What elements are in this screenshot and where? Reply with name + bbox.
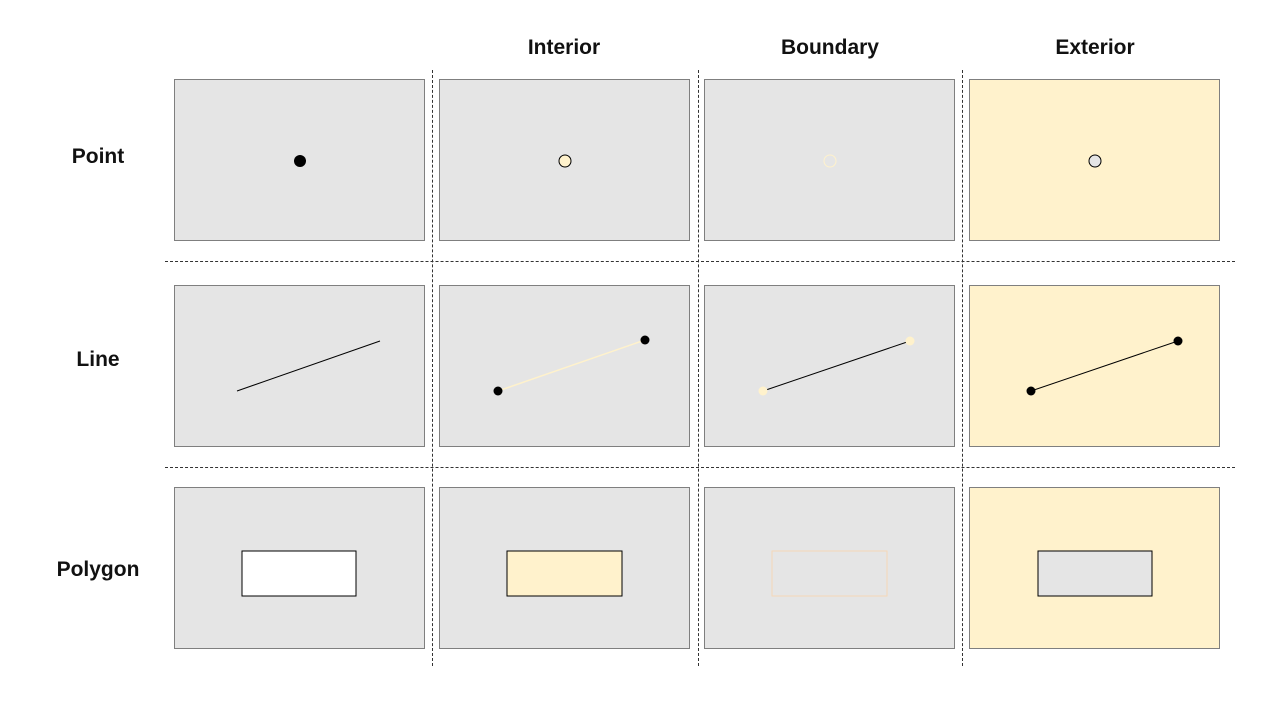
polygon-boundary-figure <box>771 550 888 597</box>
line-boundary-shape <box>762 340 911 392</box>
polygon-boundary-shape <box>771 550 888 597</box>
polygon-shape <box>241 550 357 597</box>
line-boundary-figure <box>758 336 915 396</box>
line-boundary-endpoint-start <box>758 386 768 396</box>
line-shape <box>236 340 381 392</box>
line-geometry-figure <box>236 340 381 392</box>
line-interior-shape <box>497 339 646 392</box>
line-exterior-endpoint-start <box>1026 386 1036 396</box>
polygon-geometry-figure <box>241 550 357 597</box>
panel-point-exterior <box>969 79 1220 241</box>
panel-point-boundary <box>704 79 955 241</box>
panel-polygon-boundary <box>704 487 955 649</box>
polygon-interior-figure <box>506 550 623 597</box>
polygon-exterior-shape <box>1037 550 1153 597</box>
line-endpoint-start <box>493 386 503 396</box>
point-geometry-figure <box>294 155 306 167</box>
line-exterior-figure <box>1026 336 1183 396</box>
point-boundary-shape <box>823 154 837 168</box>
row-header-point: Point <box>71 145 125 168</box>
column-divider <box>698 70 699 666</box>
row-divider <box>165 261 1235 262</box>
panel-polygon-exterior <box>969 487 1220 649</box>
panel-line-exterior <box>969 285 1220 447</box>
panel-polygon-interior <box>439 487 690 649</box>
panel-polygon-geometry <box>174 487 425 649</box>
line-exterior-shape <box>1030 340 1179 392</box>
panel-point-geometry <box>174 79 425 241</box>
point-exterior-shape <box>1088 154 1102 168</box>
column-header-exterior: Exterior <box>1055 36 1135 59</box>
point-boundary-figure <box>823 154 837 168</box>
row-divider <box>165 467 1235 468</box>
point-shape <box>294 155 306 167</box>
polygon-interior-shape <box>506 550 623 597</box>
panel-line-boundary <box>704 285 955 447</box>
line-endpoint-end <box>640 335 650 345</box>
panel-line-geometry <box>174 285 425 447</box>
point-interior-figure <box>558 154 572 168</box>
panel-point-interior <box>439 79 690 241</box>
row-header-polygon: Polygon <box>56 558 140 581</box>
column-divider <box>432 70 433 666</box>
row-header-line: Line <box>76 348 120 371</box>
polygon-exterior-figure <box>1037 550 1153 597</box>
panel-line-interior <box>439 285 690 447</box>
point-interior-shape <box>558 154 572 168</box>
line-exterior-endpoint-end <box>1173 336 1183 346</box>
point-exterior-figure <box>1088 154 1102 168</box>
column-header-interior: Interior <box>527 36 601 59</box>
column-header-boundary: Boundary <box>780 36 879 59</box>
line-interior-figure <box>493 335 650 396</box>
line-boundary-endpoint-end <box>905 336 915 346</box>
column-divider <box>962 70 963 666</box>
